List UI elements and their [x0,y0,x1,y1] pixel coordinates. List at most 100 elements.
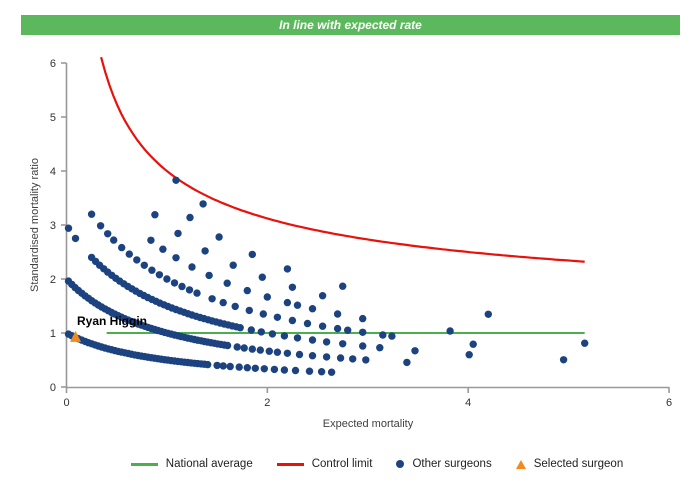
data-point[interactable] [186,213,194,222]
data-point[interactable] [231,302,239,311]
data-point[interactable] [235,363,243,371]
data-point[interactable] [71,234,80,243]
data-point[interactable] [288,316,297,325]
data-point[interactable] [322,353,331,361]
data-point[interactable] [273,348,282,356]
data-point[interactable] [125,250,133,258]
data-point[interactable] [327,368,336,376]
data-point[interactable] [258,273,266,281]
data-point[interactable] [215,233,223,241]
data-point[interactable] [339,282,347,290]
data-point[interactable] [87,210,96,218]
data-point[interactable] [411,347,419,355]
data-point[interactable] [245,306,253,315]
funnel-plot[interactable]: Standardised mortality ratio Expected mo… [0,0,700,450]
data-point[interactable] [362,356,370,364]
data-point[interactable] [172,254,180,262]
data-point[interactable] [263,293,271,301]
data-point[interactable] [219,362,227,370]
data-point[interactable] [188,263,196,271]
data-point[interactable] [305,367,314,375]
data-point[interactable] [199,200,207,208]
data-point[interactable] [270,365,279,374]
data-point[interactable] [226,362,234,371]
data-point[interactable] [446,327,454,335]
data-point[interactable] [236,324,244,332]
data-point[interactable] [303,319,312,328]
data-point[interactable] [484,310,492,318]
data-point[interactable] [559,356,568,364]
data-point[interactable] [283,265,292,273]
data-point[interactable] [240,344,248,352]
data-point[interactable] [359,328,367,336]
data-point[interactable] [110,236,118,244]
data-point[interactable] [265,347,273,355]
other-surgeons-series[interactable] [64,176,589,376]
data-point[interactable] [118,243,126,252]
data-point[interactable] [178,282,186,291]
data-point[interactable] [174,229,182,238]
data-point[interactable] [248,250,256,259]
data-point[interactable] [208,295,216,303]
data-point[interactable] [248,345,256,353]
data-point[interactable] [104,230,112,238]
data-point[interactable] [349,355,357,363]
data-point[interactable] [163,275,171,283]
plot-series[interactable] [64,56,589,376]
selected-surgeon-marker[interactable] [70,330,82,342]
data-point[interactable] [273,313,282,321]
data-point[interactable] [336,354,345,362]
data-point[interactable] [308,352,317,360]
data-point[interactable] [213,361,221,370]
data-point[interactable] [243,364,251,372]
data-point[interactable] [223,279,231,287]
data-point[interactable] [465,351,473,359]
data-point[interactable] [259,310,267,318]
data-point[interactable] [317,368,326,376]
data-point[interactable] [293,334,302,342]
data-point[interactable] [359,342,367,350]
data-point[interactable] [257,328,265,336]
data-point[interactable] [288,283,297,291]
data-point[interactable] [243,286,251,295]
data-point[interactable] [293,301,302,309]
data-point[interactable] [148,266,156,274]
data-point[interactable] [333,310,342,318]
data-point[interactable] [403,358,411,367]
data-point[interactable] [280,366,289,374]
legend-item-other-surgeons[interactable]: Other surgeons [396,458,492,470]
data-point[interactable] [318,292,327,300]
data-point[interactable] [256,346,264,354]
data-point[interactable] [233,343,241,351]
data-point[interactable] [283,298,292,307]
data-point[interactable] [64,224,73,232]
data-point[interactable] [140,261,148,269]
data-point[interactable] [155,271,164,279]
data-point[interactable] [318,322,327,330]
data-point[interactable] [201,247,209,255]
data-point[interactable] [295,350,304,359]
legend-item-national-average[interactable]: National average [130,458,253,470]
data-point[interactable] [322,338,331,346]
data-point[interactable] [388,332,396,340]
data-point[interactable] [170,279,179,287]
data-point[interactable] [205,271,213,280]
data-point[interactable] [339,340,347,348]
data-point[interactable] [204,360,212,369]
data-point[interactable] [229,261,237,269]
data-point[interactable] [96,222,105,230]
control-limit-curve[interactable] [100,56,585,263]
data-point[interactable] [223,341,232,350]
legend-item-selected-surgeon[interactable]: Selected surgeon [515,458,623,470]
data-point[interactable] [172,176,180,184]
data-point[interactable] [308,305,317,313]
legend-item-control-limit[interactable]: Control limit [276,458,372,470]
data-point[interactable] [581,339,589,347]
data-point[interactable] [151,211,159,219]
data-point[interactable] [251,364,259,372]
data-point[interactable] [283,349,292,357]
data-point[interactable] [308,336,317,344]
data-point[interactable] [247,326,255,334]
data-point[interactable] [344,326,352,334]
data-point[interactable] [193,289,201,297]
